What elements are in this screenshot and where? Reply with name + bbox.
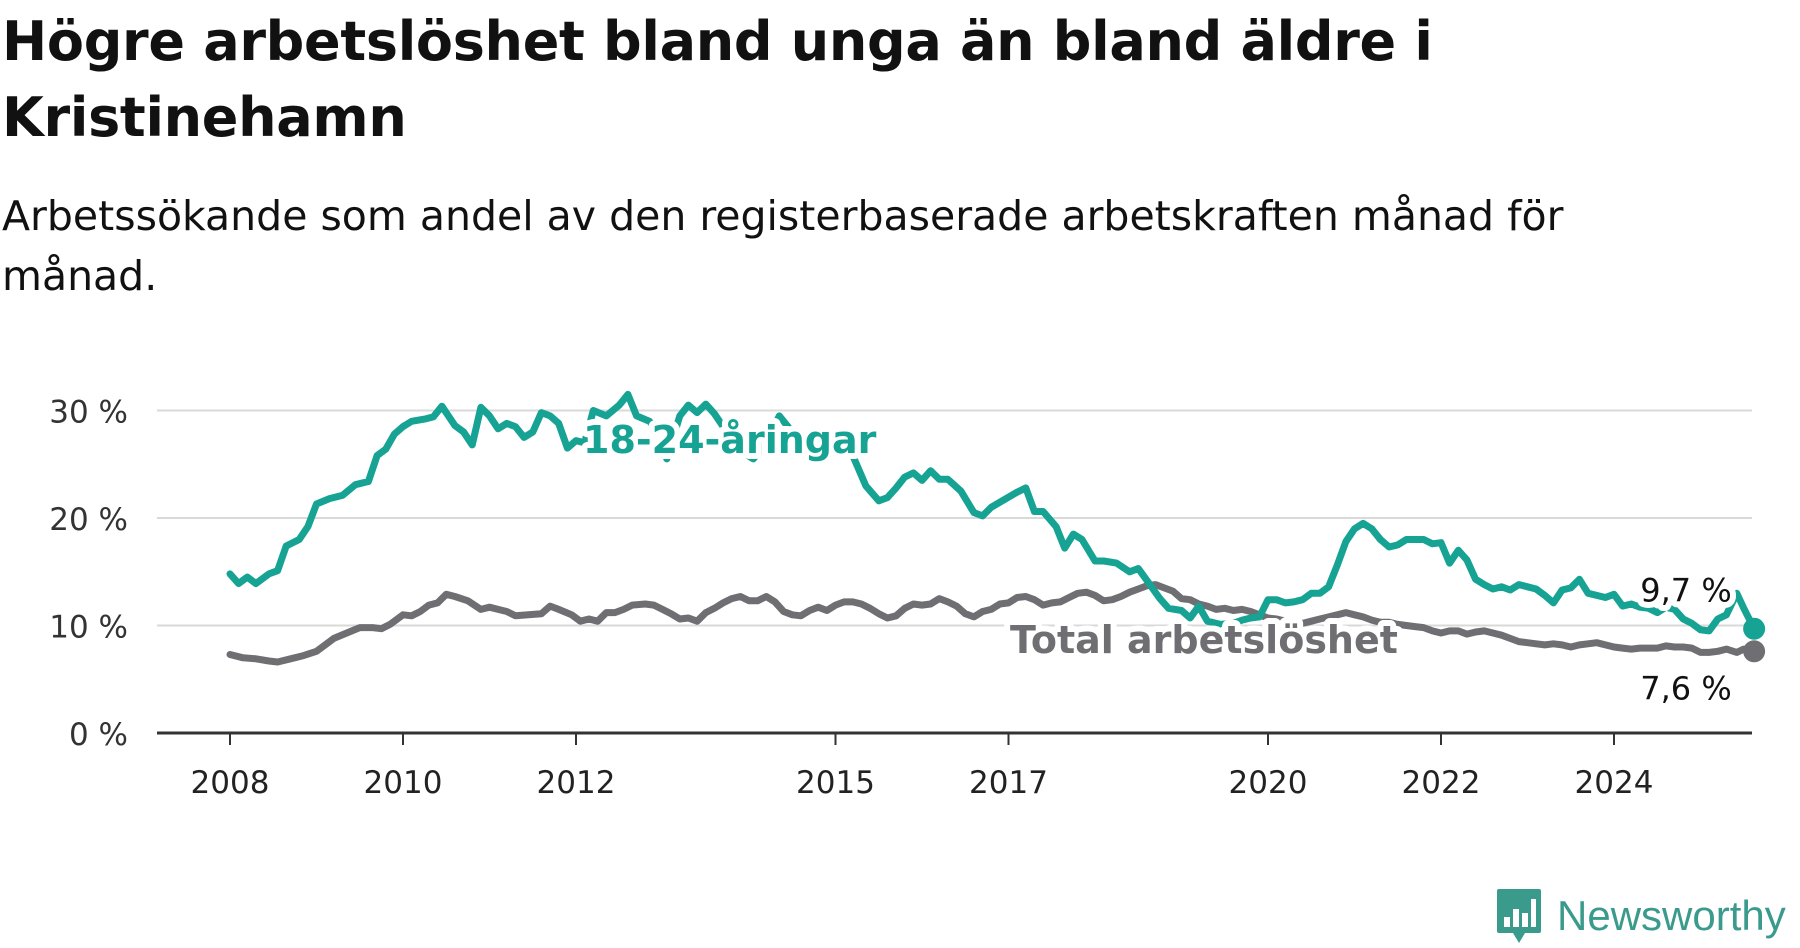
- y-axis-ticks: 0 % 10 % 20 % 30 %: [49, 395, 128, 754]
- x-tick-label: 2020: [1229, 765, 1308, 801]
- y-tick-label: 0 %: [69, 717, 128, 753]
- x-tick-label: 2012: [537, 765, 616, 801]
- end-label-youth-halo: 9,7 %: [1640, 572, 1731, 610]
- newsworthy-chart-icon: [1497, 889, 1541, 943]
- newsworthy-logo-text: Newsworthy: [1557, 892, 1786, 939]
- y-tick-label: 30 %: [49, 395, 128, 431]
- newsworthy-logo: Newsworthy: [1495, 886, 1786, 946]
- series-label-youth: 18-24-åringar: [583, 418, 877, 462]
- series-label-total-halo: Total arbetslöshet: [1010, 618, 1398, 662]
- x-axis: 2008 2010 2012 2015 2017 2020 2022 2024: [157, 731, 1752, 801]
- page-title: Högre arbetslöshet bland unga än bland ä…: [2, 10, 1433, 149]
- page-subtitle: Arbetssökande som andel av den registerb…: [2, 192, 1564, 300]
- x-tick-label: 2010: [364, 765, 443, 801]
- x-tick-label: 2017: [969, 765, 1048, 801]
- series-line-0: [226, 390, 1758, 635]
- series-label-total: Total arbetslöshet: [1010, 618, 1398, 662]
- series-line-1: [226, 581, 1758, 666]
- series-end-point-1: [1743, 640, 1766, 663]
- x-tick-label: 2008: [191, 765, 270, 801]
- y-tick-label: 10 %: [49, 610, 128, 646]
- series-end-point-0: [1743, 617, 1766, 640]
- end-label-total: 7,6 %: [1640, 669, 1731, 707]
- x-tick-label: 2015: [796, 765, 875, 801]
- end-label-total-halo: 7,6 %: [1640, 669, 1731, 707]
- y-tick-label: 20 %: [49, 502, 128, 538]
- series-label-youth-halo: 18-24-åringar: [583, 418, 877, 462]
- end-label-youth: 9,7 %: [1640, 572, 1731, 610]
- x-tick-label: 2024: [1575, 765, 1654, 801]
- series-lines: [226, 390, 1766, 666]
- x-tick-label: 2022: [1402, 765, 1481, 801]
- grid-lines: [157, 409, 1752, 627]
